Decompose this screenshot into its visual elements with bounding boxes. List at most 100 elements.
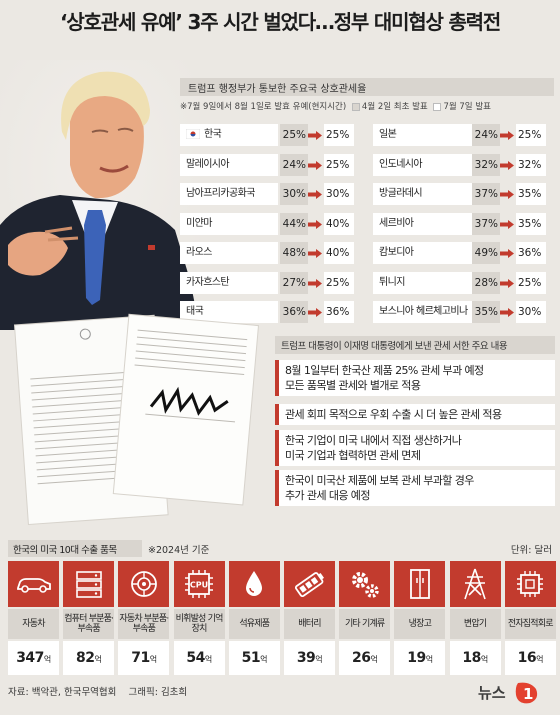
second-rate: 25%	[324, 153, 354, 176]
export-item: 자동차 347억	[8, 561, 59, 676]
rate-row: 일본 24% 25%	[373, 124, 558, 146]
fridge-icon	[394, 561, 446, 607]
export-value-number: 39	[296, 650, 316, 666]
country-name: 남아프리카공화국	[180, 183, 278, 205]
rate-row: 카자흐스탄 27% 25%	[180, 271, 365, 294]
arrow-right-icon	[500, 160, 514, 170]
letter-summary-item: 한국 기업이 미국 내에서 직접 생산하거나 미국 기업과 협력하면 관세 면제	[275, 430, 555, 466]
second-rate: 25%	[516, 271, 546, 294]
country-name: 일본	[373, 124, 475, 146]
country-label: 캄보디아	[379, 247, 414, 258]
export-value-suffix: 억	[94, 655, 102, 664]
country-name: 카자흐스탄	[180, 271, 278, 294]
export-item-name: 자동차	[8, 609, 59, 639]
export-value-number: 19	[407, 650, 426, 666]
export-value-number: 26	[352, 650, 371, 666]
graphic-credit: 그래픽: 김초희	[128, 687, 188, 698]
export-value-suffix: 억	[204, 655, 212, 664]
first-rate: 37%	[472, 183, 500, 205]
letter-summary-title: 트럼프 대통령이 이재명 대통령에게 보낸 관세 서한 주요 내용	[275, 336, 555, 354]
rate-row: 튀니지 28% 25%	[373, 271, 558, 294]
country-label: 말레이시아	[186, 158, 230, 170]
country-label: 미얀마	[186, 217, 212, 229]
export-item-name: 컴퓨터 부분품·부속품	[63, 609, 115, 639]
country-label: 방글라데시	[379, 188, 423, 199]
export-value-number: 16	[517, 650, 537, 666]
export-item-value: 39억	[284, 641, 335, 675]
export-item: CPU 비휘발성 기억장치 54억	[173, 561, 225, 676]
country-label: 일본	[379, 129, 397, 140]
second-rate: 36%	[324, 301, 354, 323]
country-name: 한국	[180, 124, 278, 146]
export-item-value: 51억	[228, 641, 280, 675]
arrow-right-icon	[308, 131, 322, 140]
export-item-value: 16억	[504, 641, 556, 675]
export-item: 기타 기계류 26억	[339, 561, 391, 676]
tariff-letter-image	[0, 300, 260, 530]
country-label: 튀니지	[379, 276, 405, 288]
ic-chip-icon	[504, 561, 556, 607]
export-item: 석유제품 51억	[228, 561, 280, 676]
country-label: 보스니아 헤르체고비나	[379, 306, 468, 317]
rate-row: 보스니아 헤르체고비나 35% 30%	[373, 301, 558, 323]
first-rate: 44%	[280, 212, 308, 235]
export-value-suffix: 억	[425, 655, 433, 664]
legend-note: ※7월 9일에서 8월 1일로 발효 유예(현지시간)	[180, 102, 347, 112]
export-value-suffix: 억	[149, 655, 157, 664]
second-rate: 35%	[516, 212, 546, 235]
export-item-name: 배터리	[284, 609, 335, 639]
legend-first-label: 4월 2일 최초 발표	[361, 102, 428, 112]
second-rate: 32%	[516, 153, 546, 176]
first-rate: 32%	[472, 153, 500, 176]
first-rate: 27%	[280, 271, 308, 294]
exports-note: ※2024년 기준	[148, 545, 210, 556]
auto-part-icon	[118, 561, 170, 607]
country-name: 미얀마	[180, 212, 278, 235]
second-rate: 36%	[516, 242, 546, 264]
legend-second-swatch	[433, 102, 442, 111]
export-item-value: 71억	[118, 641, 170, 675]
country-label: 남아프리카공화국	[186, 188, 255, 199]
country-name: 말레이시아	[180, 153, 278, 176]
second-rate: 40%	[324, 212, 354, 235]
korea-flag-icon	[186, 129, 200, 139]
footer-source: 자료: 백악관, 한국무역협회 그래픽: 김초희	[8, 684, 187, 698]
rate-row: 미얀마 44% 40%	[180, 212, 365, 235]
export-item: 배터리 39억	[284, 561, 335, 676]
legend-second-label: 7월 7일 발표	[443, 102, 491, 112]
arrow-right-icon	[308, 308, 322, 317]
country-label: 태국	[186, 306, 204, 317]
country-name: 보스니아 헤르체고비나	[373, 301, 475, 323]
headline: ‘상호관세 유예’ 3주 시간 벌었다…정부 대미협상 총력전	[59, 10, 501, 34]
export-value-suffix: 억	[480, 655, 488, 664]
second-rate: 30%	[324, 183, 354, 205]
first-rate: 35%	[472, 301, 500, 323]
export-value-suffix: 억	[536, 655, 543, 664]
arrow-right-icon	[500, 308, 514, 317]
export-item: 자동차 부분품·부속품 71억	[118, 561, 170, 676]
rate-row: 인도네시아 32% 32%	[373, 153, 558, 176]
export-value-number: 18	[462, 650, 481, 666]
summary-line: 8월 1일부터 한국산 제품 25% 관세 부과 예정	[285, 364, 484, 377]
export-value-suffix: 억	[370, 655, 378, 664]
second-rate: 40%	[324, 242, 354, 264]
arrow-right-icon	[308, 160, 322, 170]
country-label: 라오스	[186, 247, 212, 258]
rates-panel-title: 트럼프 행정부가 통보한 주요국 상호관세율	[180, 78, 554, 96]
battery-icon	[284, 561, 335, 607]
rate-row: 한국 25% 25%	[180, 124, 365, 146]
rate-row: 방글라데시 37% 35%	[373, 183, 558, 205]
country-name: 라오스	[180, 242, 278, 264]
arrow-right-icon	[500, 219, 514, 229]
export-value-number: 71	[131, 650, 150, 666]
export-item-value: 26억	[339, 641, 391, 675]
summary-line: 모든 품목별 관세와 별개로 적용	[285, 379, 421, 392]
exports-title: 한국의 미국 10대 수출 품목	[8, 540, 142, 557]
arrow-right-icon	[308, 190, 322, 199]
arrow-right-icon	[500, 249, 514, 258]
rate-row: 태국 36% 36%	[180, 301, 365, 323]
rates-legend: ※7월 9일에서 8월 1일로 발효 유예(현지시간) 4월 2일 최초 발표 …	[180, 100, 558, 116]
person-illustration	[0, 60, 200, 330]
export-item: 컴퓨터 부분품·부속품 82억	[63, 561, 115, 676]
arrow-right-icon	[500, 278, 514, 288]
